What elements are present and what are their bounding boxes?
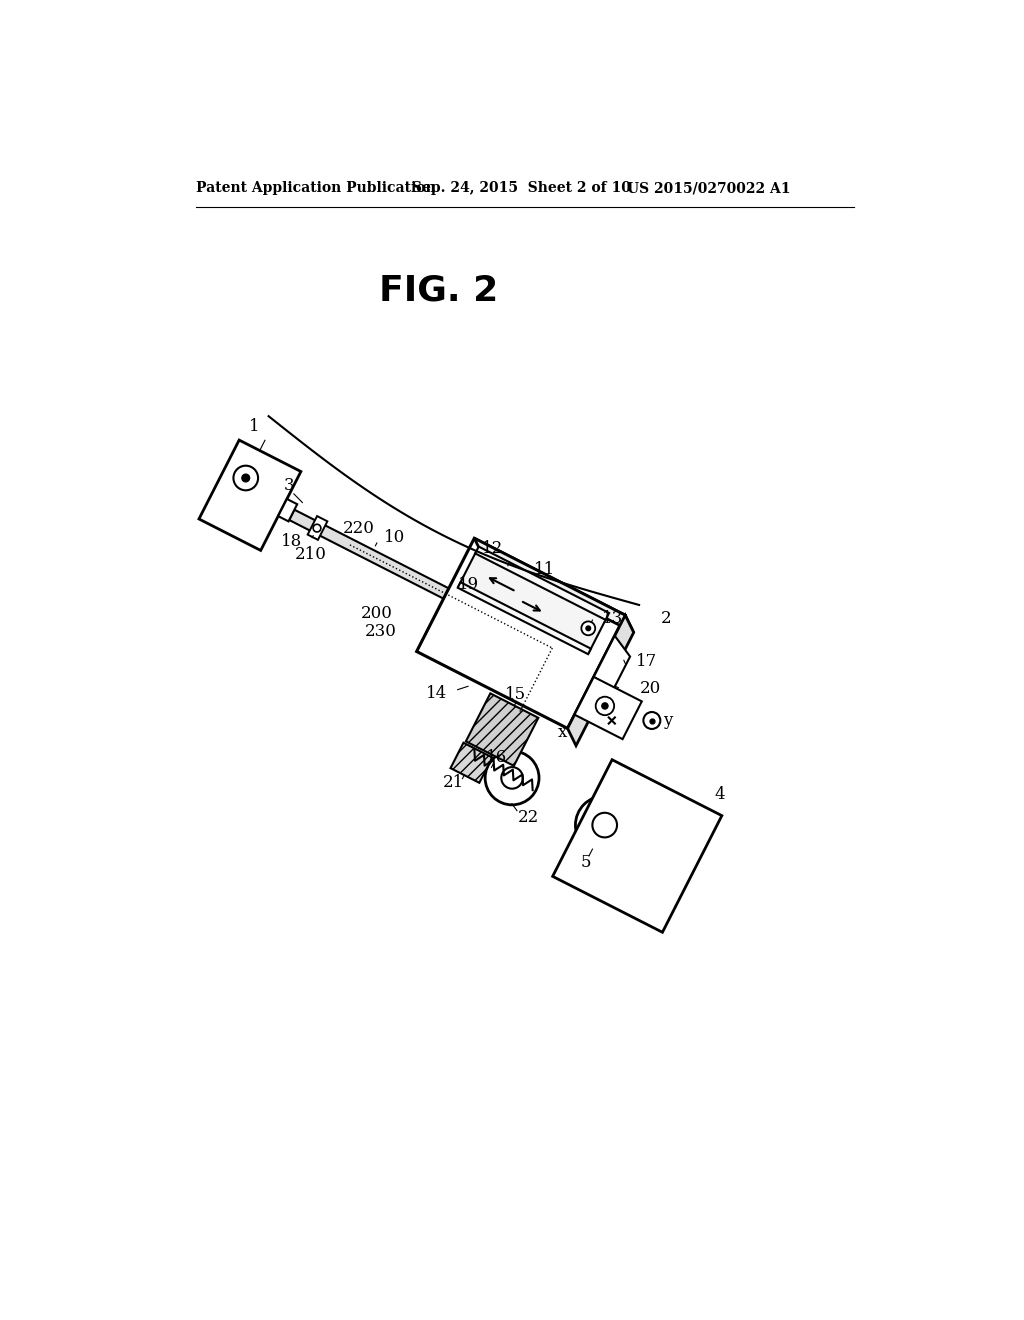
Polygon shape [459,552,606,653]
Circle shape [485,751,539,805]
Circle shape [313,524,321,532]
Polygon shape [307,516,328,540]
Text: 220: 220 [342,520,374,537]
Text: 210: 210 [295,545,327,562]
Text: 14: 14 [426,685,447,701]
Polygon shape [553,760,722,932]
Text: 3: 3 [284,477,294,494]
Polygon shape [279,499,297,521]
Text: 2: 2 [662,610,672,627]
Text: FIG. 2: FIG. 2 [379,275,499,308]
Circle shape [586,626,591,631]
Text: 10: 10 [384,529,404,546]
Polygon shape [574,677,642,739]
Circle shape [582,622,595,635]
Text: 200: 200 [360,605,393,622]
Circle shape [643,711,660,729]
Circle shape [575,796,634,854]
Circle shape [502,767,523,788]
Text: x: x [558,725,567,742]
Text: 15: 15 [505,686,526,704]
Text: 21: 21 [442,774,464,791]
Text: 13: 13 [602,610,624,627]
Text: 16: 16 [486,748,507,766]
Polygon shape [567,615,634,746]
Polygon shape [458,582,591,655]
Circle shape [233,466,258,490]
Text: 4: 4 [714,787,725,804]
Polygon shape [474,539,634,632]
Polygon shape [466,693,539,766]
Text: 17: 17 [636,653,657,671]
Text: US 2015/0270022 A1: US 2015/0270022 A1 [628,181,791,195]
Text: 11: 11 [535,561,555,578]
Polygon shape [475,546,609,620]
Text: y: y [664,711,673,729]
Polygon shape [594,636,630,690]
Text: Sep. 24, 2015  Sheet 2 of 10: Sep. 24, 2015 Sheet 2 of 10 [412,181,631,195]
Text: 20: 20 [639,681,660,697]
Polygon shape [199,440,301,550]
Text: 12: 12 [482,540,504,557]
Text: 18: 18 [281,532,302,549]
Text: 230: 230 [365,623,396,639]
Circle shape [242,474,250,482]
Circle shape [602,702,608,709]
Text: 22: 22 [518,809,540,826]
Text: 19: 19 [458,576,478,593]
Polygon shape [289,510,449,599]
Text: Patent Application Publication: Patent Application Publication [196,181,435,195]
Text: 5: 5 [581,854,591,871]
Text: 1: 1 [249,417,259,434]
Circle shape [592,813,617,837]
Text: z: z [614,657,623,675]
Polygon shape [417,539,626,729]
Circle shape [596,697,614,715]
Polygon shape [451,743,493,783]
